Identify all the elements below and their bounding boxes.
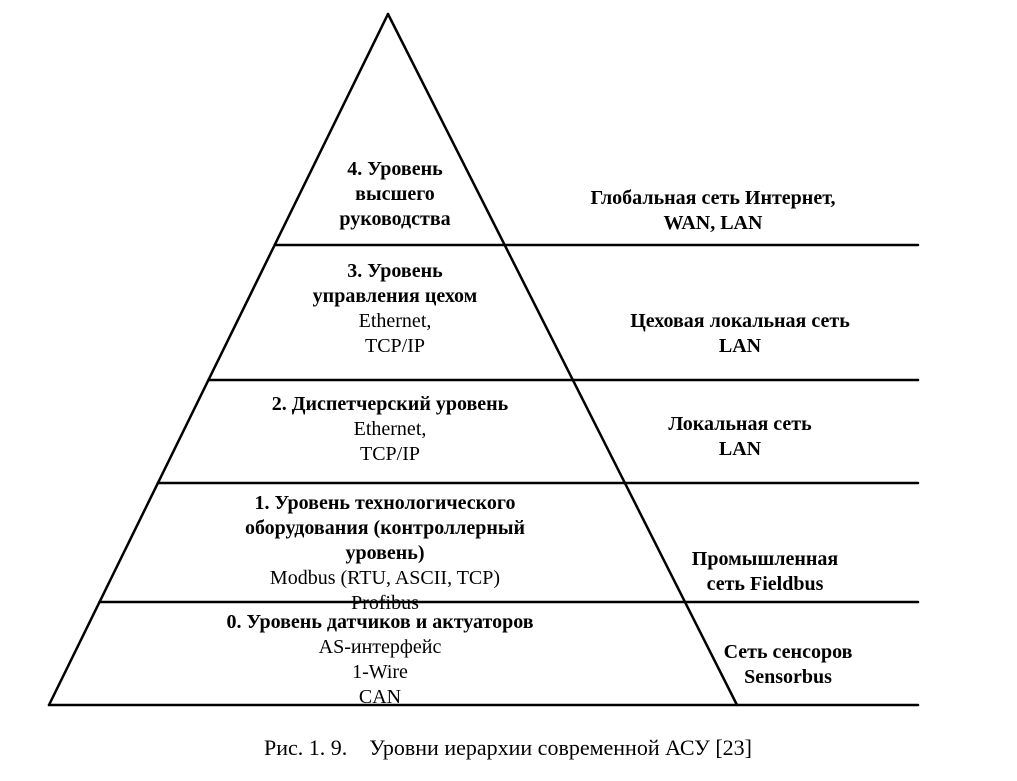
level-1-net-2: сеть Fieldbus [650,572,880,597]
level-4-net-2: WAN, LAN [548,211,878,236]
level-4-inside: 4. Уровень высшего руководства [315,157,475,232]
level-4-net-1: Глобальная сеть Интернет, [548,186,878,211]
level-1-title-2: оборудования (контроллерный [170,516,600,541]
level-3-title-1: 3. Уровень [275,259,515,284]
level-2-inside: 2. Диспетчерский уровень Ethernet, TCP/I… [235,392,545,467]
level-3-net-2: LAN [585,334,895,359]
level-2-right: Локальная сеть LAN [610,412,870,462]
level-3-title-2: управления цехом [275,284,515,309]
level-0-tech-1: AS-интерфейс [150,635,610,660]
level-0-net-1: Сеть сенсоров [688,640,888,665]
level-3-tech-1: Ethernet, [275,309,515,334]
level-1-tech-1: Modbus (RTU, ASCII, TCP) [170,566,600,591]
level-4-title-3: руководства [315,207,475,232]
level-4-title-2: высшего [315,182,475,207]
level-1-inside: 1. Уровень технологического оборудования… [170,491,600,616]
level-0-tech-2: 1-Wire [150,660,610,685]
caption-bold: Рис. 1. 9. [264,735,347,760]
level-0-right: Сеть сенсоров Sensorbus [688,640,888,690]
level-2-net-1: Локальная сеть [610,412,870,437]
level-2-net-2: LAN [610,437,870,462]
level-3-net-1: Цеховая локальная сеть [585,309,895,334]
level-2-title-1: 2. Диспетчерский уровень [235,392,545,417]
level-3-tech-2: TCP/IP [275,334,515,359]
level-4-right: Глобальная сеть Интернет, WAN, LAN [548,186,878,236]
level-1-title-1: 1. Уровень технологического [170,491,600,516]
level-0-title-1: 0. Уровень датчиков и актуаторов [150,610,610,635]
level-0-inside: 0. Уровень датчиков и актуаторов AS-инте… [150,610,610,710]
caption-space [353,735,364,760]
level-1-right: Промышленная сеть Fieldbus [650,547,880,597]
level-0-net-2: Sensorbus [688,665,888,690]
figure-caption: Рис. 1. 9. Уровни иерархии современной А… [8,735,1008,761]
level-3-inside: 3. Уровень управления цехом Ethernet, TC… [275,259,515,359]
level-1-net-1: Промышленная [650,547,880,572]
level-2-tech-2: TCP/IP [235,442,545,467]
level-1-title-3: уровень) [170,541,600,566]
level-0-tech-3: CAN [150,685,610,710]
caption-plain: Уровни иерархии современной АСУ [23] [369,735,752,760]
level-2-tech-1: Ethernet, [235,417,545,442]
level-4-title-1: 4. Уровень [315,157,475,182]
pyramid-diagram: 4. Уровень высшего руководства Глобальна… [0,0,1017,781]
level-3-right: Цеховая локальная сеть LAN [585,309,895,359]
